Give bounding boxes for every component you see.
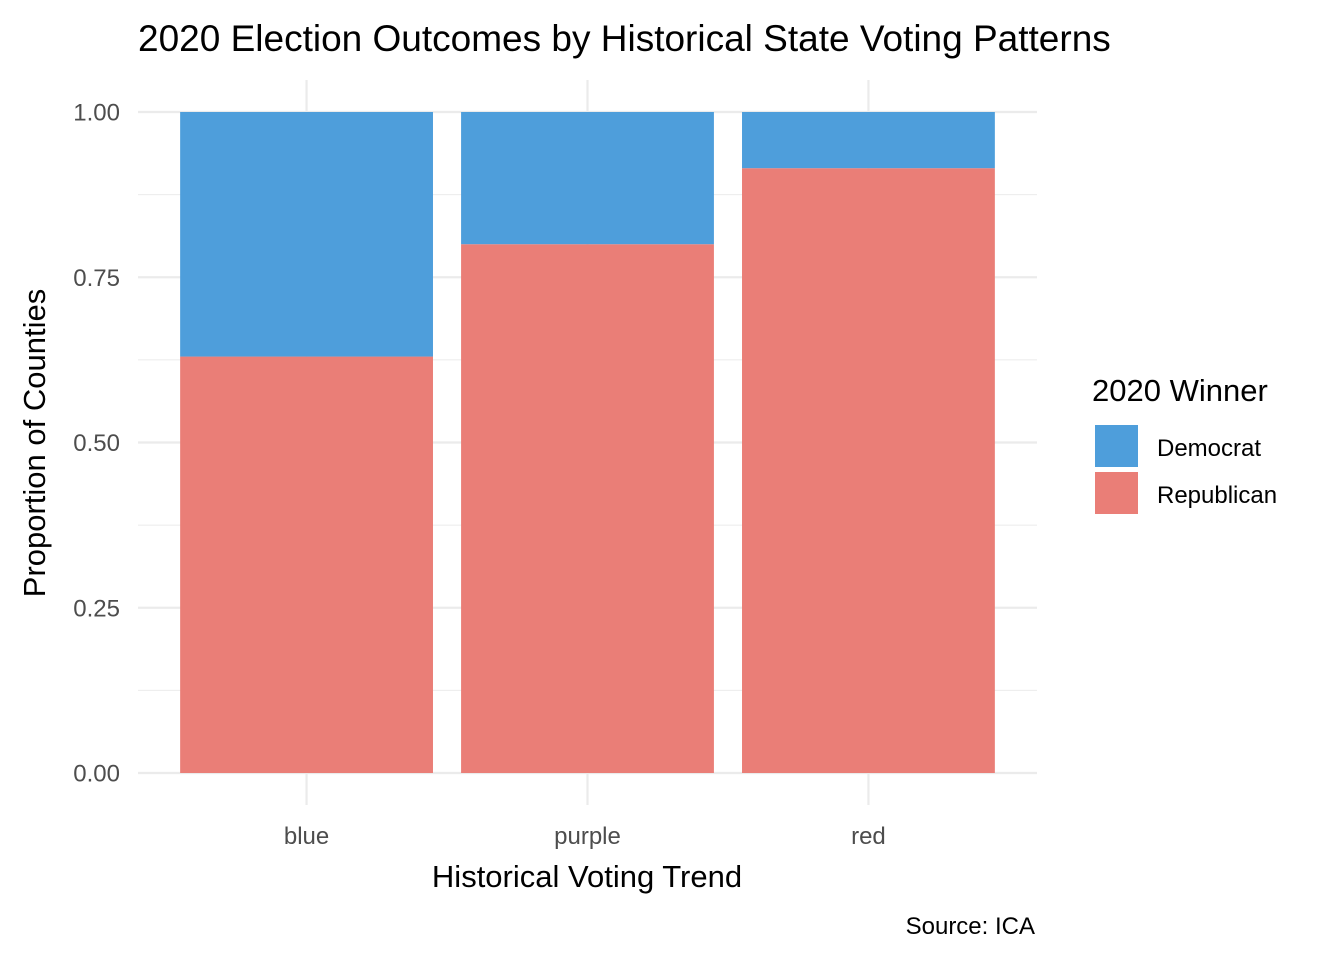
- y-axis-title: Proportion of Counties: [17, 289, 52, 597]
- chart-title: 2020 Election Outcomes by Historical Sta…: [138, 18, 1111, 59]
- legend-key-republican: [1095, 472, 1138, 514]
- x-tick-label: purple: [554, 823, 621, 850]
- y-tick-label: 0.50: [73, 430, 120, 457]
- legend-key-democrat: [1095, 425, 1138, 467]
- axis-layer: 0.00 0.25 0.50 0.75 1.00 blue purple red: [73, 100, 886, 851]
- legend: 2020 Winner Democrat Republican: [1092, 373, 1277, 514]
- x-tick-label: red: [851, 823, 886, 850]
- y-tick-label: 0.00: [73, 761, 120, 788]
- y-tick-label: 0.25: [73, 595, 120, 622]
- bar-republican-purple: [461, 244, 714, 773]
- bar-democrat-blue: [180, 112, 433, 357]
- chart-caption: Source: ICA: [906, 913, 1035, 940]
- x-tick-label: blue: [284, 823, 329, 850]
- legend-items: Democrat Republican: [1095, 425, 1277, 514]
- legend-title: 2020 Winner: [1092, 373, 1268, 408]
- bars-layer: [180, 112, 995, 773]
- bar-democrat-red: [742, 112, 995, 169]
- bar-republican-blue: [180, 356, 433, 773]
- x-axis-title: Historical Voting Trend: [432, 859, 742, 894]
- legend-label-republican: Republican: [1157, 482, 1277, 509]
- y-tick-label: 0.75: [73, 265, 120, 292]
- legend-label-democrat: Democrat: [1157, 435, 1261, 462]
- y-tick-label: 1.00: [73, 100, 120, 127]
- bar-republican-red: [742, 168, 995, 773]
- bar-democrat-purple: [461, 112, 714, 245]
